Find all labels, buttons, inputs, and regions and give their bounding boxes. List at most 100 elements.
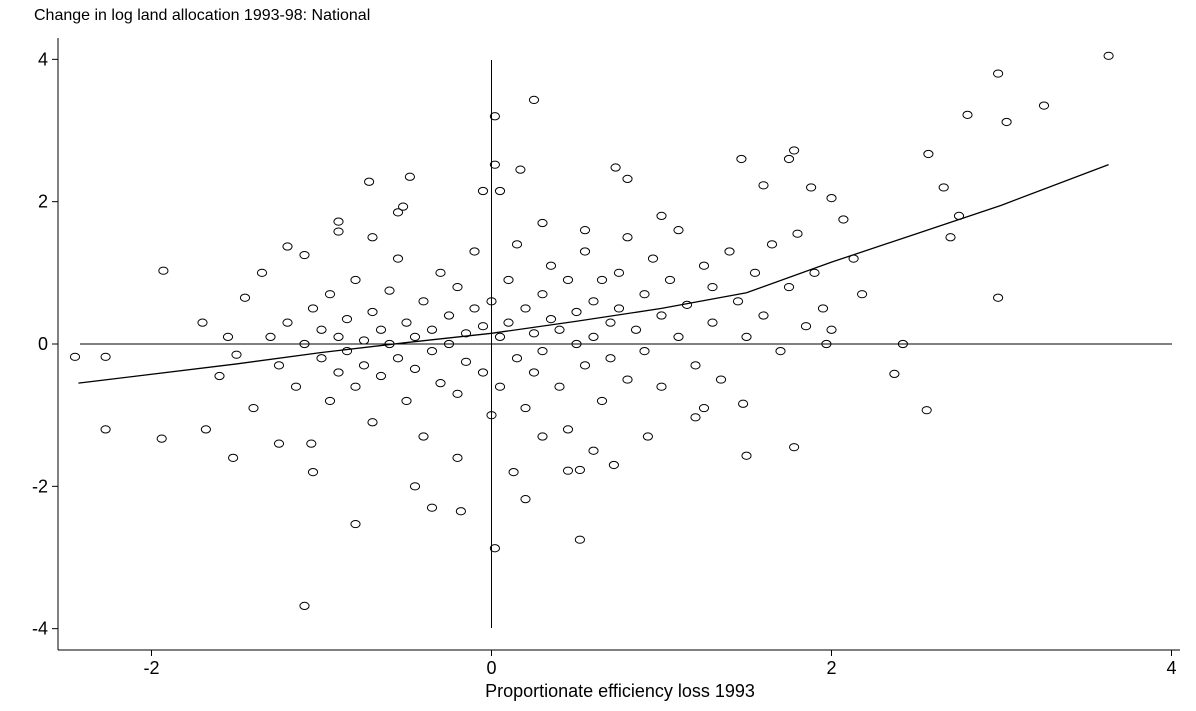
point bbox=[392, 254, 404, 263]
point bbox=[571, 307, 582, 317]
point bbox=[715, 375, 727, 384]
point bbox=[749, 268, 761, 277]
point bbox=[741, 332, 752, 341]
point bbox=[307, 467, 319, 477]
point bbox=[622, 233, 633, 242]
point bbox=[248, 403, 259, 413]
point bbox=[358, 336, 370, 345]
point bbox=[316, 325, 327, 334]
point bbox=[596, 396, 608, 406]
point bbox=[528, 329, 540, 338]
point bbox=[806, 183, 817, 192]
point bbox=[993, 69, 1004, 78]
y-tick-label: 4 bbox=[38, 49, 48, 69]
point bbox=[656, 211, 667, 221]
point bbox=[639, 290, 650, 299]
point bbox=[460, 329, 472, 338]
point bbox=[100, 425, 111, 434]
y-tick-label: 2 bbox=[38, 192, 48, 212]
point bbox=[800, 322, 812, 331]
point bbox=[736, 154, 747, 164]
point bbox=[613, 304, 625, 313]
point bbox=[707, 282, 718, 292]
point bbox=[273, 439, 285, 448]
point bbox=[520, 495, 531, 504]
point bbox=[375, 371, 387, 381]
point bbox=[200, 425, 211, 434]
point bbox=[857, 290, 868, 299]
point bbox=[452, 389, 463, 398]
point bbox=[333, 368, 344, 377]
point bbox=[401, 396, 412, 406]
point bbox=[537, 218, 548, 228]
point bbox=[1103, 51, 1114, 60]
point bbox=[642, 432, 654, 441]
point bbox=[367, 233, 378, 242]
point bbox=[574, 465, 586, 475]
point bbox=[265, 332, 276, 341]
point bbox=[197, 318, 208, 327]
point bbox=[783, 154, 795, 164]
point bbox=[350, 519, 361, 529]
point bbox=[477, 368, 489, 377]
point bbox=[562, 425, 574, 434]
point bbox=[489, 544, 500, 553]
point bbox=[404, 172, 415, 181]
point bbox=[993, 293, 1004, 302]
point bbox=[489, 112, 500, 121]
x-tick-label: 2 bbox=[826, 658, 836, 678]
point bbox=[938, 183, 949, 192]
point bbox=[571, 339, 582, 349]
point bbox=[350, 275, 361, 285]
point bbox=[758, 181, 769, 190]
point bbox=[443, 339, 455, 349]
point bbox=[664, 275, 676, 285]
point bbox=[738, 399, 749, 408]
x-tick-label: 0 bbox=[486, 658, 496, 678]
x-tick-label: -2 bbox=[143, 658, 159, 678]
point bbox=[639, 347, 650, 356]
point bbox=[358, 361, 370, 370]
point bbox=[222, 332, 234, 341]
point bbox=[789, 443, 800, 452]
point bbox=[588, 297, 599, 306]
point bbox=[398, 202, 409, 211]
point bbox=[452, 282, 463, 292]
point bbox=[307, 304, 319, 313]
point bbox=[494, 332, 506, 341]
point bbox=[228, 453, 239, 462]
point bbox=[477, 322, 489, 331]
point bbox=[494, 186, 506, 196]
point bbox=[455, 507, 466, 516]
point bbox=[656, 311, 667, 320]
point bbox=[610, 163, 621, 172]
point bbox=[367, 307, 378, 317]
point bbox=[69, 352, 81, 361]
point bbox=[341, 314, 353, 324]
point bbox=[435, 379, 446, 388]
point bbox=[392, 354, 404, 363]
point bbox=[605, 354, 616, 363]
point bbox=[537, 290, 548, 299]
y-tick-label: -2 bbox=[32, 476, 48, 496]
point bbox=[426, 503, 438, 512]
point bbox=[306, 439, 317, 448]
point bbox=[460, 357, 472, 366]
point bbox=[562, 466, 574, 475]
point bbox=[622, 174, 633, 184]
point bbox=[290, 382, 302, 391]
point bbox=[282, 318, 293, 327]
point bbox=[608, 460, 620, 470]
point bbox=[409, 332, 421, 341]
point bbox=[690, 361, 701, 370]
point bbox=[333, 227, 344, 236]
point bbox=[100, 352, 111, 361]
point bbox=[897, 339, 909, 349]
point bbox=[673, 332, 684, 341]
point bbox=[452, 453, 463, 462]
point bbox=[741, 451, 752, 460]
point bbox=[821, 339, 832, 349]
point bbox=[826, 194, 837, 203]
point bbox=[409, 364, 421, 374]
point bbox=[613, 268, 625, 277]
